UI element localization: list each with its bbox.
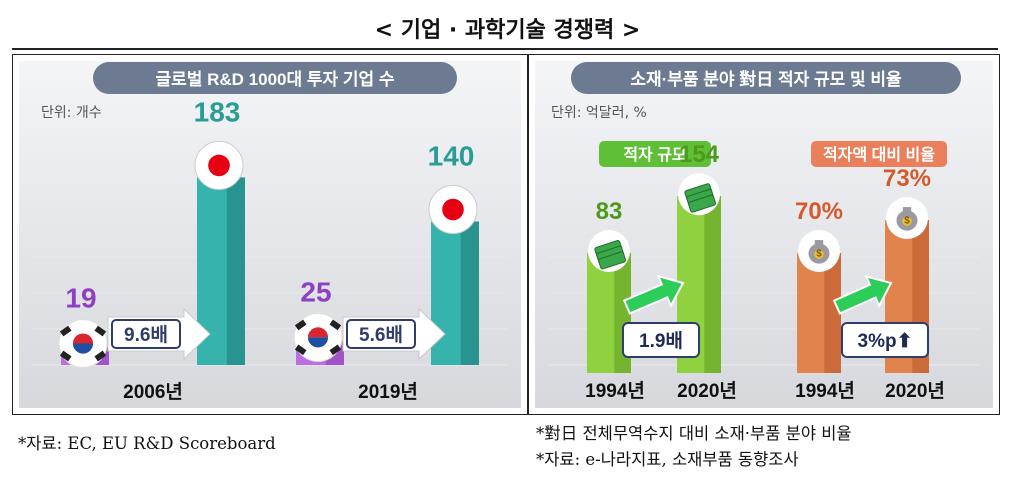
change-chip <box>841 322 929 358</box>
chart-title: 소재·부품 분야 對日 적자 규모 및 비율 <box>571 62 961 94</box>
ratio-label-text: 9.6배 <box>124 324 168 346</box>
data-label: 19 <box>65 283 96 314</box>
trigram <box>94 325 107 337</box>
chart-title-text: 소재·부품 분야 對日 적자 규모 및 비율 <box>630 69 902 89</box>
chart-title-shape <box>571 62 961 94</box>
bag-neck <box>814 240 824 245</box>
taeguk-blue <box>307 337 329 348</box>
ratio-label: 9.6배 <box>107 307 211 361</box>
trigram <box>94 350 107 362</box>
trend-arrow-body <box>832 275 893 315</box>
ratio-label-text: 5.6배 <box>359 324 403 346</box>
money-stack-icon <box>588 230 630 272</box>
money-bag-icon: $ <box>886 197 928 239</box>
data-label: 183 <box>194 96 241 127</box>
bar-side <box>704 196 721 373</box>
change-label: 3%p⬆ <box>858 331 913 352</box>
data-label: 25 <box>300 276 331 307</box>
japan-flag-icon <box>194 140 244 190</box>
bag-neck <box>902 207 912 212</box>
trigram <box>59 325 72 337</box>
data-label: 70% <box>795 198 843 225</box>
trend-arrow-shape <box>622 274 685 315</box>
data-label: 73% <box>883 165 931 192</box>
bar <box>797 253 841 373</box>
taeguk-red <box>307 327 329 338</box>
footnote-left: *자료: EC, EU R&D Scoreboard <box>18 434 276 453</box>
unit-label: 단위: 개수 <box>41 105 102 121</box>
japan-flag-icon <box>428 185 478 234</box>
group-label: 적자 규모 <box>623 146 687 164</box>
tick-label: 2020년 <box>885 380 945 402</box>
taeguk-red <box>72 333 94 344</box>
korea-flag-icon <box>293 312 343 362</box>
title-rule <box>12 48 998 50</box>
dollar-sign: $ <box>816 248 822 259</box>
trigram <box>59 350 72 362</box>
data-label: 83 <box>596 198 623 225</box>
chart-title-shape <box>93 62 457 94</box>
trigram <box>329 344 342 356</box>
bar <box>431 221 479 365</box>
tick-label: 1994년 <box>795 380 855 402</box>
tick-label: 1994년 <box>585 380 645 402</box>
change-label: 1.9배 <box>639 330 683 352</box>
ratio-label: 5.6배 <box>342 307 446 361</box>
group-label: 적자액 대비 비율 <box>823 145 935 164</box>
data-label: 140 <box>428 141 475 172</box>
group-label-chip <box>811 141 947 167</box>
banknote <box>598 251 627 270</box>
trend-arrow-shape <box>832 275 893 315</box>
trigram <box>294 344 307 356</box>
footnote-right-2: *자료: e-나라지표, 소재부품 동향조사 <box>536 450 799 469</box>
coin <box>902 216 912 226</box>
money-stack-icon <box>678 173 720 216</box>
bar-side <box>824 253 841 373</box>
banknote <box>688 194 717 213</box>
ratio-label-frame <box>346 319 416 349</box>
chart-title-text: 글로벌 R&D 1000대 투자 기업 수 <box>155 70 394 89</box>
tick-label: 2006년 <box>123 381 183 403</box>
bar-side <box>460 221 479 365</box>
bar-side <box>226 177 245 365</box>
trend-arrow-body <box>622 274 685 315</box>
change-chip <box>622 322 700 358</box>
dollar-sign: $ <box>904 215 910 226</box>
trigram <box>294 319 307 331</box>
ratio-label-frame <box>111 319 181 349</box>
coin <box>814 249 824 259</box>
tick-label: 2020년 <box>677 380 737 402</box>
chart-title: 글로벌 R&D 1000대 투자 기업 수 <box>93 62 457 94</box>
footnote-right-1: *對日 전체무역수지 대비 소재·부품 분야 비율 <box>536 424 852 443</box>
money-bag-icon: $ <box>798 230 840 272</box>
taeguk-blue <box>72 343 94 354</box>
unit-label: 단위: 억달러, % <box>551 105 647 121</box>
hinomaru <box>208 154 230 177</box>
trend-arrow <box>622 274 685 315</box>
trigram <box>329 319 342 331</box>
page-title: < 기업 · 과학기술 경쟁력 > <box>374 18 641 43</box>
tick-label: 2019년 <box>358 381 418 403</box>
data-label: 154 <box>679 141 720 168</box>
rd-companies-chart: 글로벌 R&D 1000대 투자 기업 수단위: 개수 19 183 9.6배 2006… <box>19 61 521 408</box>
hinomaru <box>442 198 464 221</box>
group-label-chip <box>599 141 711 167</box>
trend-arrow <box>832 275 893 315</box>
korea-flag-icon <box>58 319 108 369</box>
